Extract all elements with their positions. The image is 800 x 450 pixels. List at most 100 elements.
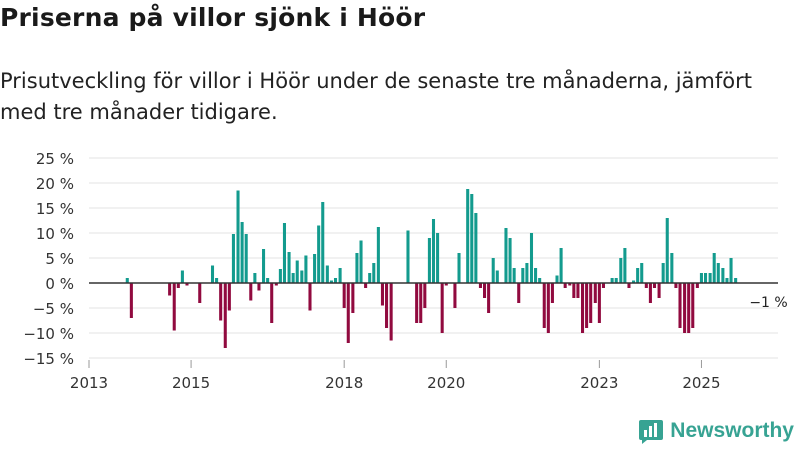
bar: [529, 233, 534, 283]
bar: [546, 283, 550, 333]
bar: [652, 283, 657, 288]
bar-chart: −15 % −10 % −5 % 0 % 5 % 10 % 15 % 20 % 25 % 201…: [23, 150, 787, 392]
latest-value-label: −1 %: [749, 295, 787, 311]
bar: [712, 253, 716, 283]
y-tick-label: 10 %: [36, 225, 74, 243]
bar: [703, 273, 708, 283]
bar: [648, 283, 652, 303]
bar: [427, 238, 431, 283]
bar: [542, 283, 546, 328]
brand-name: Newsworthy: [670, 419, 794, 442]
bar: [325, 265, 329, 283]
chart-subtitle: Prisutveckling för villor i Höör under d…: [0, 69, 752, 124]
bar: [589, 283, 593, 323]
y-tick-label: 0 %: [45, 275, 74, 293]
bar: [466, 189, 470, 283]
y-tick-label: 5 %: [45, 250, 74, 268]
bar: [278, 269, 282, 283]
bar: [172, 283, 176, 331]
bar: [687, 283, 691, 333]
bar: [674, 283, 678, 288]
bar: [436, 233, 440, 283]
bar: [168, 283, 172, 296]
bar: [636, 268, 640, 283]
bar: [198, 283, 202, 303]
bar: [657, 283, 661, 298]
bar: [329, 280, 333, 283]
bar: [257, 283, 261, 291]
bar: [483, 283, 487, 298]
bar: [474, 213, 478, 283]
y-tick-label: 15 %: [36, 200, 74, 218]
bar: [313, 254, 317, 283]
bar: [431, 219, 436, 283]
bar: [440, 283, 444, 333]
bar: [572, 283, 576, 298]
bar: [508, 238, 512, 283]
bar: [342, 283, 346, 308]
chart-title: Priserna på villor sjönk i Höör: [0, 3, 426, 32]
bar: [333, 278, 338, 283]
bar: [262, 249, 266, 283]
bar: [495, 270, 499, 283]
bar: [359, 240, 363, 283]
bar: [670, 253, 674, 283]
bar: [308, 283, 312, 311]
bar: [240, 222, 244, 283]
bar: [640, 263, 644, 283]
y-tick-label: 20 %: [36, 175, 74, 193]
bar: [619, 258, 623, 283]
bar: [355, 253, 359, 283]
bar: [376, 227, 380, 283]
bar: [729, 258, 733, 283]
bar: [304, 255, 308, 283]
newsworthy-logo: Newsworthy: [638, 418, 794, 444]
bar: [487, 283, 491, 313]
bar: [470, 194, 474, 283]
bar: [231, 234, 235, 283]
bar: [423, 283, 427, 308]
bar: [559, 248, 563, 283]
bar: [491, 258, 495, 283]
x-tick-label: 2025: [682, 374, 720, 392]
bar: [517, 283, 521, 303]
bar: [478, 283, 482, 288]
bar: [453, 283, 457, 308]
bar: [627, 283, 631, 288]
bar-chart-logo-icon: [639, 420, 664, 444]
bar: [210, 265, 215, 283]
y-tick-label: −15 %: [23, 350, 74, 368]
bar: [665, 218, 669, 283]
bar: [295, 260, 299, 283]
x-tick-label: 2015: [172, 374, 210, 392]
bar: [521, 268, 525, 283]
bar: [300, 270, 304, 283]
bars: [125, 189, 738, 348]
bar: [291, 273, 295, 283]
bar: [282, 223, 287, 283]
bar: [691, 283, 695, 328]
y-tick-label: −5 %: [33, 300, 74, 318]
bar: [534, 268, 538, 283]
bar: [555, 275, 559, 283]
bar: [270, 283, 274, 323]
bar: [580, 283, 585, 333]
bar: [368, 273, 372, 283]
bar: [274, 283, 278, 286]
bar: [568, 283, 572, 286]
bar: [227, 283, 231, 311]
bar: [244, 234, 248, 283]
bar: [125, 278, 129, 283]
bar: [444, 283, 448, 286]
bar: [601, 283, 605, 288]
bar: [346, 283, 350, 343]
bar: [266, 278, 270, 283]
bar: [253, 273, 257, 283]
bar: [576, 283, 580, 298]
bar: [385, 283, 389, 328]
bar: [287, 252, 291, 283]
bar: [716, 263, 720, 283]
bar: [683, 283, 687, 333]
bar: [321, 202, 325, 283]
bar: [249, 283, 253, 301]
